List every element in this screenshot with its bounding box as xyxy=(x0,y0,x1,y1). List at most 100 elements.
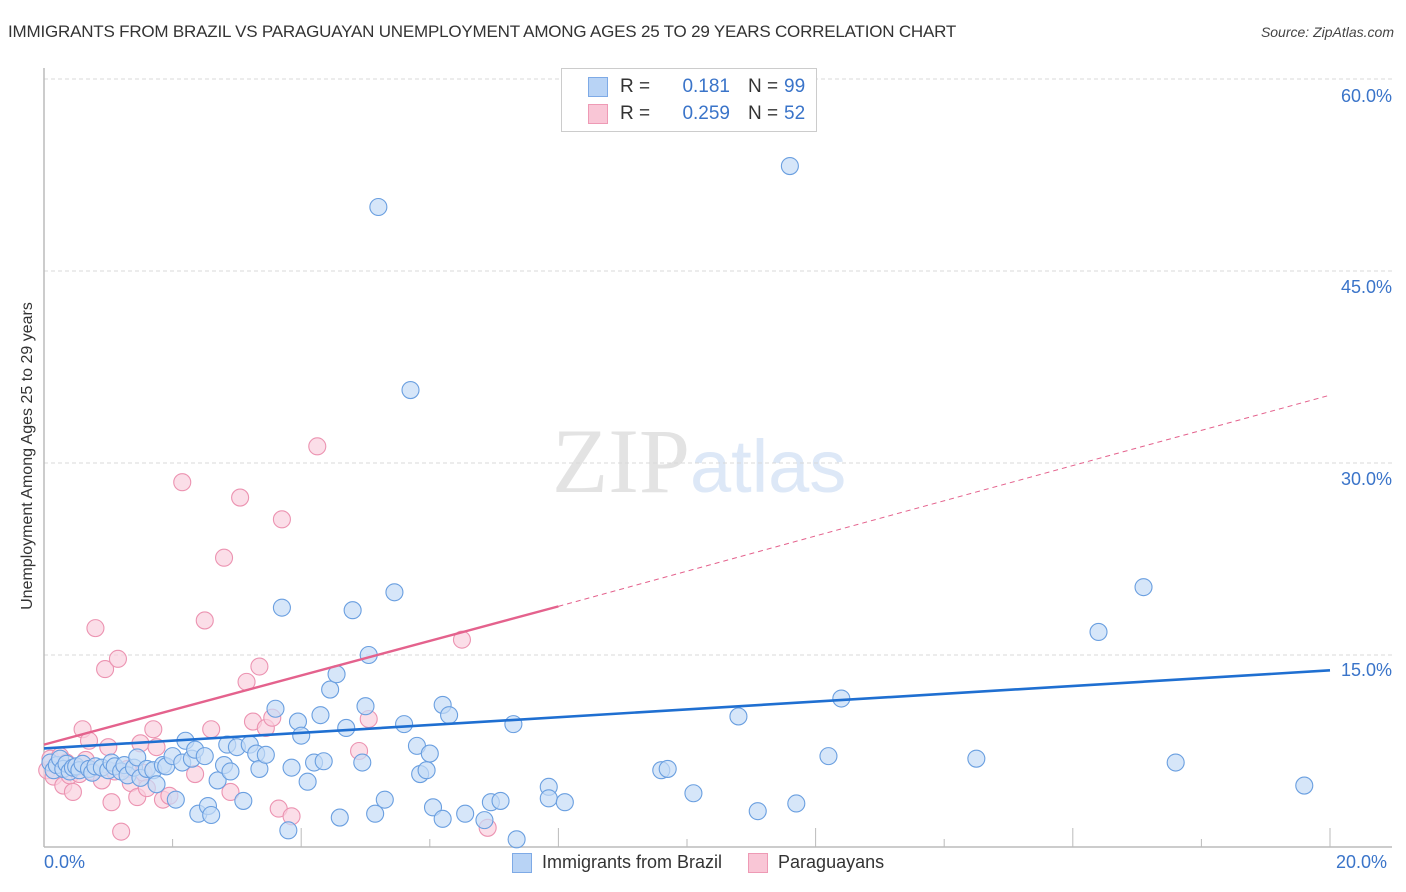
data-point xyxy=(96,660,115,679)
data-point xyxy=(356,697,375,716)
data-point xyxy=(819,747,838,766)
y-tick-15: 15.0% xyxy=(1340,660,1392,680)
r-value: 0.259 xyxy=(682,103,730,124)
paraguayans-trend-extension xyxy=(558,394,1331,607)
gridlines xyxy=(44,78,1392,656)
chart-title: IMMIGRANTS FROM BRAZIL VS PARAGUAYAN UNE… xyxy=(8,22,957,41)
data-point xyxy=(256,745,275,764)
data-point xyxy=(423,798,443,817)
data-point xyxy=(385,583,404,602)
data-point xyxy=(279,821,298,840)
data-point xyxy=(234,791,253,810)
data-point xyxy=(658,759,677,778)
data-point xyxy=(63,782,82,802)
data-point xyxy=(195,611,214,630)
data-point xyxy=(353,753,372,772)
data-point xyxy=(1166,753,1185,772)
data-point xyxy=(108,649,127,668)
data-point xyxy=(729,707,748,726)
data-point xyxy=(282,758,301,777)
legend-row-brazil: R = 0.181 N = 99 xyxy=(588,75,805,99)
data-point xyxy=(102,793,121,812)
data-point xyxy=(748,802,767,821)
brazil-swatch-icon xyxy=(512,852,532,873)
data-point xyxy=(1295,776,1314,795)
data-point xyxy=(343,601,362,620)
n-label: N = xyxy=(748,103,779,124)
x-tick-0: 0.0% xyxy=(44,852,86,872)
data-point xyxy=(250,657,269,676)
data-point xyxy=(214,548,234,567)
n-value: 99 xyxy=(784,76,806,97)
r-value: 0.181 xyxy=(682,76,730,97)
data-point xyxy=(144,720,163,739)
brazil-trend-line xyxy=(43,669,1331,750)
data-point xyxy=(208,771,227,790)
paraguayans-trend-line xyxy=(43,605,559,746)
x-tick-20: 20.0% xyxy=(1336,852,1388,872)
legend-label-brazil: Immigrants from Brazil xyxy=(542,852,723,872)
data-point xyxy=(221,782,240,802)
data-point xyxy=(539,789,558,808)
data-point xyxy=(780,156,799,176)
data-point xyxy=(1134,578,1153,597)
data-point xyxy=(507,830,526,849)
data-point xyxy=(321,680,340,699)
data-point xyxy=(272,510,291,529)
data-point xyxy=(292,726,311,745)
data-point xyxy=(266,699,285,718)
data-point xyxy=(440,706,459,725)
data-point xyxy=(314,752,333,771)
data-point xyxy=(787,794,806,813)
data-point xyxy=(401,380,420,400)
r-label: R = xyxy=(620,76,651,97)
data-point xyxy=(147,775,166,794)
data-point xyxy=(112,822,131,841)
paraguayans-points xyxy=(38,437,497,841)
legend-item-paraguayans[interactable]: Paraguayans xyxy=(748,852,884,873)
data-point xyxy=(366,804,385,823)
data-point xyxy=(395,715,414,734)
data-point xyxy=(195,747,214,766)
trend-lines xyxy=(43,394,1331,750)
brazil-swatch-icon xyxy=(588,77,608,97)
data-point xyxy=(166,790,185,809)
data-point xyxy=(99,738,118,757)
data-point xyxy=(967,749,986,768)
data-point xyxy=(298,772,317,791)
n-value: 52 xyxy=(784,103,806,124)
y-axis-label: Unemployment Among Ages 25 to 29 years xyxy=(19,302,36,610)
data-point xyxy=(173,473,192,492)
paraguayans-swatch-icon xyxy=(588,104,608,124)
legend-label-paraguayans: Paraguayans xyxy=(778,852,885,872)
y-tick-60: 60.0% xyxy=(1340,86,1392,106)
data-point xyxy=(491,791,510,810)
data-point xyxy=(202,720,221,739)
data-point xyxy=(86,619,105,638)
data-point xyxy=(504,715,523,734)
data-point xyxy=(475,811,494,830)
paraguayans-swatch-icon xyxy=(748,852,769,873)
data-point xyxy=(417,761,436,780)
data-point xyxy=(369,197,388,217)
data-point xyxy=(337,718,356,738)
data-point xyxy=(272,598,291,617)
data-point xyxy=(1089,622,1108,642)
data-point xyxy=(231,488,250,507)
n-label: N = xyxy=(748,76,779,97)
data-point xyxy=(375,790,394,809)
legend-row-paraguayans: R = 0.259 N = 52 xyxy=(588,102,805,126)
data-point xyxy=(456,804,475,823)
data-point xyxy=(202,805,221,825)
data-point xyxy=(684,784,703,803)
data-point xyxy=(330,808,349,827)
r-label: R = xyxy=(620,103,651,124)
legend-item-brazil[interactable]: Immigrants from Brazil xyxy=(512,852,722,873)
data-point xyxy=(420,744,439,763)
axes xyxy=(43,68,1392,848)
data-point xyxy=(433,809,452,828)
brazil-points xyxy=(41,156,1314,849)
correlation-legend: R = 0.181 N = 99 R = 0.259 N = 52 xyxy=(561,68,817,132)
data-point xyxy=(128,748,147,767)
